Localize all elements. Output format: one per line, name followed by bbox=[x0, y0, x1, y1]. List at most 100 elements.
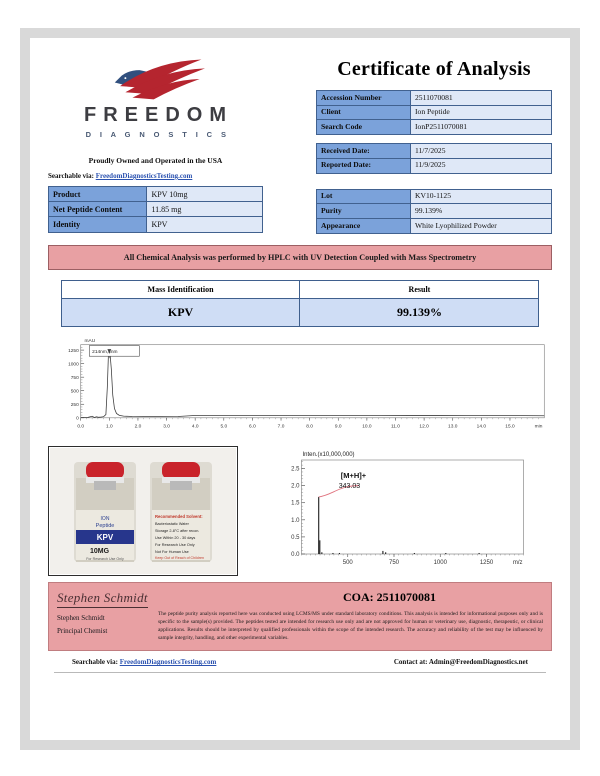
svg-text:KPV: KPV bbox=[97, 533, 114, 542]
purity-value: 99.139% bbox=[410, 203, 552, 220]
mass-identification-table: Mass Identification Result KPV 99.139% bbox=[60, 279, 540, 327]
identity-key: Identity bbox=[47, 216, 148, 233]
table-row: Reported Date: 11/9/2025 bbox=[316, 157, 552, 174]
accession-number-key: Accession Number bbox=[316, 90, 411, 106]
coa-number: COA: 2511070081 bbox=[343, 589, 436, 604]
svg-text:750: 750 bbox=[71, 375, 79, 381]
footer-divider bbox=[54, 672, 546, 674]
svg-text:2.0: 2.0 bbox=[291, 483, 300, 489]
table-row: Appearance White Lyophilized Powder bbox=[316, 218, 552, 234]
appearance-key: Appearance bbox=[316, 218, 411, 234]
table-row: Net Peptide Content 11.85 mg bbox=[47, 201, 263, 218]
svg-text:min: min bbox=[535, 423, 543, 429]
result-header: Result bbox=[299, 279, 540, 299]
product-table: Product KPV 10mg Net Peptide Content 11.… bbox=[47, 185, 263, 233]
footer-searchable-link[interactable]: FreedomDiagnosticsTesting.com bbox=[119, 658, 217, 667]
signer-name: Stephen Schmidt bbox=[57, 613, 105, 622]
svg-text:4.0: 4.0 bbox=[192, 423, 199, 429]
svg-text:1250: 1250 bbox=[480, 560, 494, 566]
svg-text:7.0: 7.0 bbox=[278, 423, 285, 429]
svg-text:9.0: 9.0 bbox=[335, 423, 342, 429]
table-row: Accession Number 2511070081 bbox=[316, 90, 552, 106]
table-row: Identity KPV bbox=[47, 216, 263, 233]
signer-role: Principal Chemist bbox=[57, 626, 108, 635]
table-row: Purity 99.139% bbox=[316, 203, 552, 220]
hplc-chromatogram: mAU 0 250 500 750 1000 1250 0.0 1.0 2.0 3.0 4.0 5.0 6… bbox=[48, 331, 552, 443]
svg-text:1.5: 1.5 bbox=[291, 500, 300, 506]
svg-text:1000: 1000 bbox=[434, 560, 448, 566]
page-frame: FREEDOM D I A G N O S T I C S Proudly Ow… bbox=[20, 28, 580, 750]
svg-text:Peptide: Peptide bbox=[96, 523, 115, 529]
reported-date-value: 11/9/2025 bbox=[410, 157, 552, 174]
received-date-value: 11/7/2025 bbox=[410, 143, 552, 159]
svg-text:500: 500 bbox=[71, 388, 79, 394]
accession-number-value: 2511070081 bbox=[410, 90, 552, 106]
brand-column: FREEDOM D I A G N O S T I C S Proudly Ow… bbox=[47, 52, 263, 233]
svg-text:500: 500 bbox=[343, 560, 354, 566]
chromatogram-plot: mAU 0 250 500 750 1000 1250 0.0 1.0 2.0 3.0 4.0 5.0 6… bbox=[68, 338, 545, 429]
product-value: KPV 10mg bbox=[146, 185, 263, 203]
result-value: 99.139% bbox=[299, 297, 540, 327]
vial-right: Recommended Solvent: Bacteriostatic Wate… bbox=[150, 461, 212, 562]
table-row: Product KPV 10mg bbox=[47, 185, 263, 203]
analysis-method-banner: All Chemical Analysis was performed by H… bbox=[48, 244, 552, 270]
made-in-usa-line: Proudly Owned and Operated in the USA bbox=[88, 156, 223, 165]
page-title: Certificate of Analysis bbox=[337, 58, 531, 80]
svg-text:Inten.(x10,000,000): Inten.(x10,000,000) bbox=[303, 452, 355, 458]
svg-text:[M+H]+: [M+H]+ bbox=[341, 471, 367, 480]
lot-table: Lot KV10-1125 Purity 99.139% Appearance … bbox=[316, 188, 552, 234]
footer-contact: Contact at: Admin@FreedomDiagnostics.net bbox=[393, 658, 528, 667]
net-peptide-value: 11.85 mg bbox=[146, 201, 263, 218]
search-code-key: Search Code bbox=[316, 119, 411, 136]
search-code-value: IonP2511070081 bbox=[410, 119, 552, 136]
svg-text:250: 250 bbox=[71, 402, 79, 408]
svg-text:mAU: mAU bbox=[85, 338, 96, 344]
svg-text:Use Within 20 - 30 days: Use Within 20 - 30 days bbox=[155, 536, 195, 540]
two-vials-photo: ION Peptide KPV 10MG For Research Use On… bbox=[50, 447, 236, 574]
document-header: FREEDOM D I A G N O S T I C S Proudly Ow… bbox=[47, 52, 552, 234]
svg-text:6.0: 6.0 bbox=[249, 423, 256, 429]
svg-text:13.0: 13.0 bbox=[448, 423, 458, 429]
table-row: Search Code IonP2511070081 bbox=[316, 119, 552, 136]
disclaimer-text: The peptide purity analysis reported her… bbox=[158, 610, 543, 642]
svg-text:1.0: 1.0 bbox=[106, 423, 113, 429]
disclaimer-column: COA: 2511070081 The peptide purity analy… bbox=[152, 589, 543, 642]
svg-text:For Research Use Only: For Research Use Only bbox=[155, 543, 195, 547]
table-header-row: Mass Identification Result bbox=[60, 279, 540, 299]
svg-text:343.03: 343.03 bbox=[339, 483, 361, 490]
vial-left: ION Peptide KPV 10MG For Research Use On… bbox=[74, 461, 136, 562]
table-row: Lot KV10-1125 bbox=[316, 188, 552, 205]
svg-text:0.0: 0.0 bbox=[291, 552, 300, 558]
usa-flag-swoosh-icon bbox=[114, 59, 206, 100]
svg-text:10.0: 10.0 bbox=[362, 423, 372, 429]
dates-table: Received Date: 11/7/2025 Reported Date: … bbox=[316, 143, 552, 174]
svg-text:ION: ION bbox=[101, 516, 110, 522]
svg-text:For Research Use Only: For Research Use Only bbox=[86, 557, 124, 561]
svg-text:3.0: 3.0 bbox=[163, 423, 170, 429]
svg-text:10MG: 10MG bbox=[90, 548, 110, 555]
table-row: Client Ion Peptide bbox=[316, 104, 552, 121]
table-row: KPV 99.139% bbox=[60, 297, 540, 327]
accession-table: Accession Number 2511070081 Client Ion P… bbox=[316, 90, 552, 136]
spacer bbox=[316, 174, 552, 189]
product-key: Product bbox=[47, 185, 148, 203]
searchable-prefix: Searchable via: bbox=[48, 172, 94, 180]
svg-text:14.0: 14.0 bbox=[477, 423, 487, 429]
purity-key: Purity bbox=[316, 203, 411, 220]
footer-links: Searchable via: FreedomDiagnosticsTestin… bbox=[48, 651, 552, 666]
mass-identification-header: Mass Identification bbox=[60, 279, 301, 299]
svg-text:5.0: 5.0 bbox=[220, 423, 227, 429]
client-value: Ion Peptide bbox=[410, 104, 552, 121]
mass-identification-value: KPV bbox=[60, 297, 301, 327]
logo-wordmark: FREEDOM bbox=[84, 104, 233, 126]
logo-subtitle: D I A G N O S T I C S bbox=[85, 130, 230, 139]
svg-text:Recommended Solvent:: Recommended Solvent: bbox=[155, 514, 203, 519]
svg-text:Not For Human Use: Not For Human Use bbox=[155, 550, 189, 554]
certificate-column: Certificate of Analysis Accession Number… bbox=[316, 52, 552, 234]
svg-text:1000: 1000 bbox=[68, 361, 79, 367]
footer-searchable: Searchable via: FreedomDiagnosticsTestin… bbox=[72, 658, 216, 666]
searchable-link[interactable]: FreedomDiagnosticsTesting.com bbox=[95, 172, 193, 180]
svg-text:214nm,4nm: 214nm,4nm bbox=[92, 349, 117, 355]
spacer bbox=[316, 135, 552, 143]
signature-column: Stephen Schmidt Stephen Schmidt Principa… bbox=[57, 589, 152, 642]
